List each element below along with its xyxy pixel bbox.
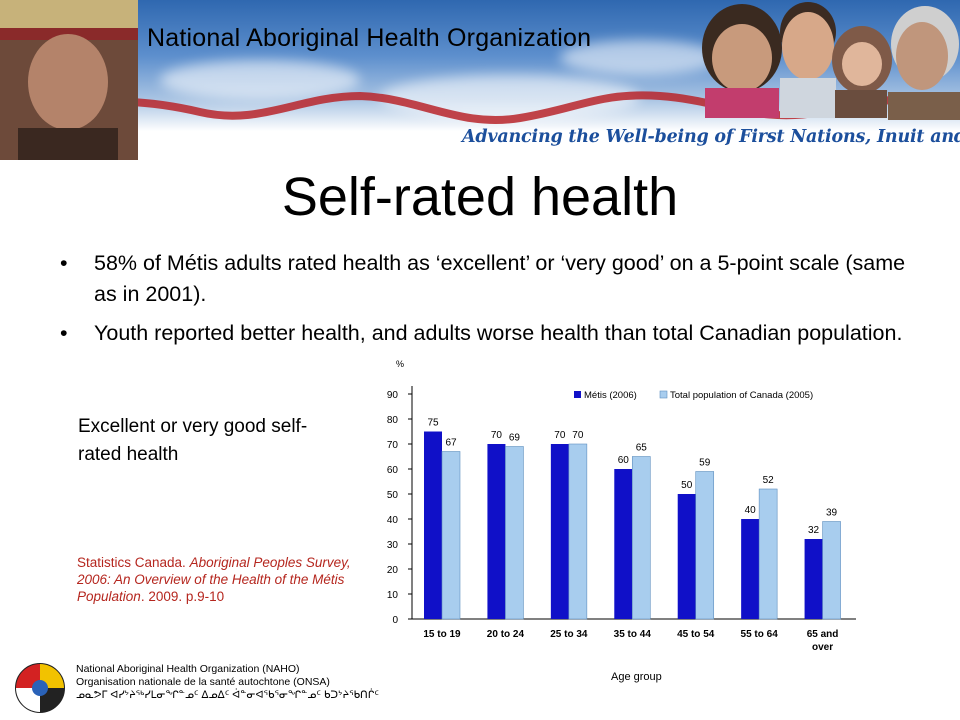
bar-chart: % 0 10 20 30 40 50 60 70 80 90 75 67 15 to 19 70 69 20 t… bbox=[387, 359, 856, 653]
legend-swatch bbox=[659, 390, 668, 399]
data-label: 32 bbox=[808, 525, 820, 536]
header-banner: National Aboriginal Health Organization … bbox=[0, 0, 960, 160]
data-label: 75 bbox=[427, 418, 439, 429]
bar-canada bbox=[758, 488, 778, 620]
y-tick-label: 10 bbox=[387, 590, 399, 601]
person-left-portrait bbox=[0, 0, 138, 160]
footer-text: National Aboriginal Health Organization … bbox=[76, 663, 379, 702]
bar-canada bbox=[568, 443, 588, 620]
person-girl-portrait bbox=[702, 4, 782, 118]
x-tick-label: 55 to 64 bbox=[741, 629, 779, 640]
legend-label: Métis (2006) bbox=[584, 390, 637, 401]
bar-canada bbox=[822, 521, 841, 620]
organization-name: National Aboriginal Health Organization bbox=[147, 24, 592, 52]
y-tick-label: 50 bbox=[387, 490, 399, 501]
tagline: Advancing the Well-being of First Nation… bbox=[462, 127, 960, 147]
x-tick-label: 25 to 34 bbox=[550, 629, 588, 640]
y-tick-label: 70 bbox=[387, 440, 399, 451]
y-tick-label: 30 bbox=[387, 540, 399, 551]
y-tick-label: 90 bbox=[387, 390, 399, 401]
x-tick-label: 65 and over bbox=[807, 629, 839, 653]
legend-label: Total population of Canada (2005) bbox=[670, 390, 813, 401]
citation: Statistics Canada. Aboriginal Peoples Su… bbox=[77, 554, 352, 605]
bullet-marker: • bbox=[60, 251, 68, 275]
bullet-marker: • bbox=[60, 321, 68, 345]
chart-caption: Excellent or very good self-rated health bbox=[78, 416, 308, 465]
bar-metis bbox=[804, 539, 823, 619]
footer-line-french: Organisation nationale de la santé autoc… bbox=[76, 676, 330, 688]
bar-metis bbox=[677, 494, 696, 619]
y-tick-label: 0 bbox=[392, 615, 398, 626]
x-tick-label: 35 to 44 bbox=[614, 629, 652, 640]
data-label: 69 bbox=[509, 433, 521, 444]
bar-metis bbox=[424, 431, 442, 619]
data-label: 50 bbox=[681, 480, 693, 491]
bullet-text: 58% of Métis adults rated health as ‘exc… bbox=[94, 251, 906, 306]
banner-cloud bbox=[160, 60, 360, 100]
x-tick-label: 45 to 54 bbox=[677, 629, 715, 640]
slide-title: Self-rated health bbox=[281, 167, 679, 227]
data-label: 59 bbox=[699, 458, 711, 469]
bar-canada bbox=[631, 456, 651, 620]
footer-line-english: National Aboriginal Health Organization … bbox=[76, 663, 300, 675]
citation-suffix: . 2009. p.9-10 bbox=[140, 589, 225, 604]
legend-swatch bbox=[574, 391, 581, 398]
y-tick-label: 80 bbox=[387, 415, 399, 426]
y-tick-label: 60 bbox=[387, 465, 399, 476]
x-tick-label: 15 to 19 bbox=[423, 629, 461, 640]
bar-metis bbox=[614, 469, 633, 619]
y-axis-unit-label: % bbox=[396, 359, 404, 369]
data-label: 39 bbox=[826, 508, 838, 519]
banner-people-image bbox=[0, 0, 960, 160]
footer-line-inuktitut: ᓄᓇᕗᒥ ᐊᓯᔾᔨᖅᓯᒪᓂᖏᓐᓄᑦ ᐃᓄᐃᑦ ᐋᓐᓂᐊᖃᕐᓂᖏᓐᓄᑦ ᑲᑐᔾᔨᖃ… bbox=[76, 689, 379, 701]
banner-cloud bbox=[560, 40, 720, 75]
person-child-portrait bbox=[832, 26, 892, 118]
naho-logo-icon bbox=[15, 663, 65, 713]
data-label: 65 bbox=[636, 443, 648, 454]
data-label: 40 bbox=[745, 505, 757, 516]
x-tick-label: 20 to 24 bbox=[487, 629, 525, 640]
citation-prefix: Statistics Canada. bbox=[77, 555, 190, 570]
y-tick-label: 20 bbox=[387, 565, 399, 576]
bar-canada bbox=[441, 451, 461, 620]
person-elder-portrait bbox=[888, 6, 960, 120]
data-label: 70 bbox=[491, 430, 503, 441]
data-label: 70 bbox=[554, 430, 566, 441]
data-label: 60 bbox=[618, 455, 630, 466]
x-axis-label: Age group bbox=[611, 671, 662, 683]
person-man-portrait bbox=[780, 2, 836, 118]
bullet-list: • 58% of Métis adults rated health as ‘e… bbox=[60, 248, 910, 357]
data-label: 52 bbox=[763, 475, 775, 486]
bar-metis bbox=[487, 444, 506, 619]
bar-canada bbox=[695, 471, 715, 620]
bar-metis bbox=[741, 519, 760, 619]
bar-canada bbox=[505, 446, 524, 620]
y-tick-label: 40 bbox=[387, 515, 399, 526]
bar-metis bbox=[550, 444, 569, 619]
bullet-item: • Youth reported better health, and adul… bbox=[60, 318, 910, 349]
data-label: 67 bbox=[445, 438, 457, 449]
data-label: 70 bbox=[572, 430, 584, 441]
bullet-text: Youth reported better health, and adults… bbox=[94, 321, 903, 345]
citation-title: Aboriginal Peoples Survey, 2006: An Over… bbox=[77, 555, 351, 604]
bullet-item: • 58% of Métis adults rated health as ‘e… bbox=[60, 248, 910, 310]
